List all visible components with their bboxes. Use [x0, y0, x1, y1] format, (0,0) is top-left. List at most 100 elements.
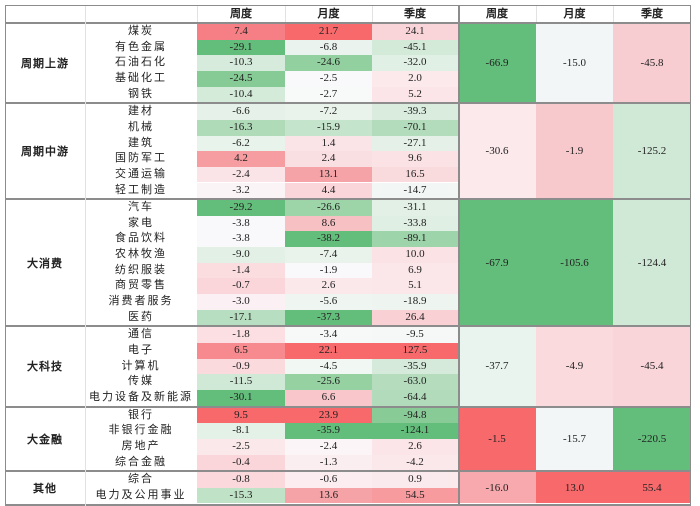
industry-name: 钢铁	[128, 87, 154, 100]
value-cell: 6.9	[372, 262, 458, 279]
value-cell: -0.9	[197, 358, 285, 375]
value-cell: -9.0	[197, 247, 285, 263]
aggregate-cell: -15.7	[536, 407, 613, 471]
header-divider	[5, 22, 691, 24]
industry-name: 传媒	[128, 375, 154, 388]
industry-name: 房地产	[121, 439, 161, 452]
header-industry-1: 月度	[285, 5, 372, 22]
value-cell: -94.8	[372, 407, 458, 424]
industry-name: 家电	[128, 216, 154, 229]
industry-name: 食品饮料	[115, 232, 167, 245]
value-cell: -24.5	[197, 70, 285, 87]
industry-name: 轻工制造	[115, 183, 167, 196]
aggregate-cell: -30.6	[458, 104, 536, 199]
group-label: 大消费	[27, 257, 63, 270]
industry-name: 非银行金融	[108, 424, 174, 437]
value-cell: -6.6	[197, 104, 285, 120]
value-cell: -1.3	[285, 454, 372, 471]
value-cell: -45.1	[372, 39, 458, 56]
group-label: 周期中游	[21, 146, 69, 159]
value-cell: -17.1	[197, 309, 285, 326]
industry-heatmap-table: 周度 月度 季度 周度 月度 季度 周期上游 煤炭 7.4 21.7 24.1 有色金属 -29.1 -6…	[5, 5, 691, 506]
value-cell: 5.1	[372, 278, 458, 295]
value-cell: -26.6	[285, 200, 372, 216]
header-aggregate-0: 周度	[458, 5, 536, 22]
industry-name: 医药	[128, 310, 154, 323]
value-cell: 1.4	[285, 135, 372, 152]
value-cell: 8.6	[285, 215, 372, 232]
value-cell: -29.1	[197, 39, 285, 56]
header-aggregate-2: 季度	[613, 5, 691, 22]
aggregate-cell: 13.0	[536, 472, 613, 504]
value-cell: -7.2	[285, 104, 372, 120]
aggregate-cell: 55.4	[613, 472, 691, 504]
value-cell: -0.4	[197, 454, 285, 471]
value-cell: -124.1	[372, 423, 458, 439]
value-cell: -2.4	[285, 438, 372, 455]
aggregate-cell: -45.4	[613, 327, 691, 406]
value-cell: -0.6	[285, 472, 372, 488]
value-cell: -25.6	[285, 374, 372, 390]
value-cell: -30.1	[197, 389, 285, 406]
group-divider	[5, 405, 691, 408]
aggregate-cell: -45.8	[613, 24, 691, 103]
value-cell: -38.2	[285, 231, 372, 248]
value-cell: 13.6	[285, 487, 372, 504]
aggregate-cell: -125.2	[613, 104, 691, 199]
value-cell: 24.1	[372, 24, 458, 40]
value-cell: -63.0	[372, 374, 458, 390]
header-industry-2: 季度	[372, 5, 458, 22]
aggregate-cell: -1.9	[536, 104, 613, 199]
section-divider	[458, 5, 460, 506]
industry-name: 基础化工	[115, 71, 167, 84]
industry-name: 交通运输	[115, 167, 167, 180]
value-cell: -6.2	[197, 135, 285, 152]
group-label: 大科技	[27, 361, 63, 374]
value-cell: 54.5	[372, 487, 458, 504]
value-cell: -0.7	[197, 278, 285, 295]
col-divider	[197, 5, 198, 22]
left-border	[5, 5, 6, 506]
value-cell: -14.7	[372, 182, 458, 199]
value-cell: -15.3	[197, 487, 285, 504]
value-cell: -39.3	[372, 104, 458, 120]
value-cell: -18.9	[372, 294, 458, 310]
value-cell: -7.4	[285, 247, 372, 263]
value-cell: -1.8	[197, 327, 285, 343]
value-cell: 6.5	[197, 343, 285, 359]
value-cell: -3.0	[197, 294, 285, 310]
value-cell: -3.8	[197, 231, 285, 248]
value-cell: -27.1	[372, 135, 458, 152]
value-cell: 9.6	[372, 151, 458, 167]
aggregate-cell: -16.0	[458, 472, 536, 504]
right-border	[690, 5, 691, 506]
value-cell: 16.5	[372, 166, 458, 183]
value-cell: -1.9	[285, 262, 372, 279]
value-cell: -9.5	[372, 327, 458, 343]
value-cell: 13.1	[285, 166, 372, 183]
value-cell: 2.6	[285, 278, 372, 295]
industry-name: 电力设备及新能源	[89, 390, 193, 403]
aggregate-cell: -66.9	[458, 24, 536, 103]
value-cell: -35.9	[285, 423, 372, 439]
industry-name: 煤炭	[128, 25, 154, 37]
value-cell: -4.5	[285, 358, 372, 375]
aggregate-cell: -105.6	[536, 200, 613, 326]
group-divider	[5, 470, 691, 473]
value-cell: -64.4	[372, 389, 458, 406]
industry-name: 综合金融	[115, 455, 167, 468]
value-cell: -1.4	[197, 262, 285, 279]
value-cell: 22.1	[285, 343, 372, 359]
industry-name: 建材	[128, 105, 154, 118]
value-cell: -8.1	[197, 423, 285, 439]
header-aggregate-1: 月度	[536, 5, 613, 22]
value-cell: -10.3	[197, 55, 285, 71]
value-cell: -3.2	[197, 182, 285, 199]
industry-name: 有色金属	[115, 40, 167, 53]
value-cell: 5.2	[372, 86, 458, 103]
col-divider	[85, 5, 86, 506]
value-cell: -3.8	[197, 215, 285, 232]
aggregate-cell: -37.7	[458, 327, 536, 406]
value-cell: 7.4	[197, 24, 285, 40]
aggregate-cell: -124.4	[613, 200, 691, 326]
